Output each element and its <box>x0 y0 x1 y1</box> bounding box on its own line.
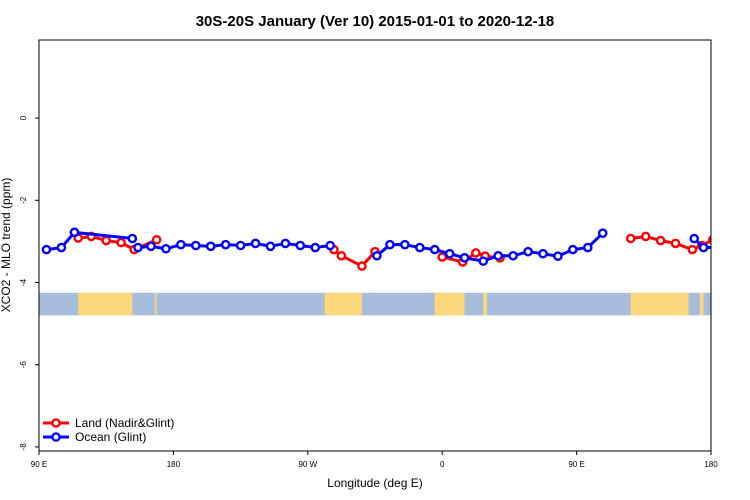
x-tick-label-1: 180 <box>167 460 181 469</box>
data-point-1-3-3 <box>414 242 425 253</box>
map-land-3 <box>434 292 465 316</box>
data-point-0-3-1 <box>640 231 651 242</box>
data-point-0-1-2 <box>357 261 367 271</box>
legend-marker-0 <box>51 418 61 428</box>
legend: Land (Nadir&Glint)Ocean (Glint) <box>43 416 174 444</box>
series-line-1-4 <box>693 237 711 250</box>
data-point-1-1-0 <box>69 227 80 238</box>
x-tick-label-5: 180 <box>704 460 718 469</box>
map-land-4 <box>483 292 487 316</box>
data-point-1-2-4 <box>190 240 201 251</box>
legend-label-1: Ocean (Glint) <box>75 430 146 444</box>
data-point-1-3-1 <box>385 239 395 250</box>
data-point-1-4-0 <box>689 233 700 244</box>
map-land-2 <box>324 292 362 316</box>
data-point-1-1-1 <box>127 233 138 244</box>
data-point-1-2-6 <box>220 239 231 250</box>
data-point-1-0-0 <box>41 244 52 255</box>
data-point-1-0-1 <box>56 242 67 253</box>
map-land-6 <box>699 292 704 316</box>
data-point-1-3-10 <box>523 246 533 257</box>
data-point-0-3-2 <box>655 235 666 246</box>
y-axis: 0 -2 -4 -6 -8 <box>19 115 39 450</box>
data-point-1-2-3 <box>176 239 186 250</box>
y-tick-label-4: -8 <box>19 443 28 451</box>
data-point-1-3-6 <box>459 253 470 263</box>
data-point-1-2-10 <box>280 238 291 249</box>
data-point-1-3-12 <box>553 251 563 261</box>
data-point-1-3-11 <box>538 248 548 259</box>
map-strip <box>39 292 711 316</box>
data-point-0-0-2 <box>101 235 111 246</box>
x-axis: 90 E 180 90 W 0 90 E 180 <box>31 451 718 469</box>
series-line-0-1 <box>332 248 377 268</box>
data-point-1-2-7 <box>235 240 246 251</box>
data-point-1-3-4 <box>429 244 440 255</box>
x-tick-label-0: 90 E <box>31 460 47 469</box>
data-point-1-2-8 <box>250 238 261 249</box>
x-tick-label-4: 90 E <box>568 460 584 469</box>
y-tick-label-1: -2 <box>19 196 28 204</box>
data-point-1-2-13 <box>325 240 336 251</box>
y-tick-label-2: -4 <box>19 278 28 286</box>
data-point-1-3-9 <box>508 250 518 261</box>
data-point-1-2-1 <box>146 241 156 252</box>
data-point-0-0-5 <box>151 234 162 245</box>
data-point-0-3-6 <box>708 235 711 245</box>
chart-title: 30S-20S January (Ver 10) 2015-01-01 to 2… <box>196 13 555 30</box>
data-point-1-4-3 <box>730 246 737 253</box>
data-point-1-2-2 <box>161 243 171 254</box>
x-tick-label-3: 0 <box>440 460 445 469</box>
data-point-1-3-0 <box>372 250 382 261</box>
series-ocean <box>41 227 737 266</box>
series-land <box>73 231 711 271</box>
data-point-1-3-14 <box>583 242 593 253</box>
data-point-1-2-12 <box>310 242 321 253</box>
series-layer <box>41 227 737 271</box>
legend-marker-1 <box>51 432 61 442</box>
x-tick-label-2: 90 W <box>298 460 317 469</box>
data-point-0-2-2 <box>470 248 481 258</box>
data-point-1-3-5 <box>444 248 455 259</box>
data-point-1-3-13 <box>568 244 578 255</box>
data-point-1-3-15 <box>597 228 608 238</box>
data-point-1-2-9 <box>265 241 276 252</box>
data-point-1-3-7 <box>478 256 489 266</box>
data-point-1-2-11 <box>295 240 306 251</box>
legend-label-0: Land (Nadir&Glint) <box>75 416 174 430</box>
x-axis-label: Longitude (deg E) <box>327 476 422 490</box>
data-point-1-4-2 <box>715 244 722 251</box>
y-axis-label: XCO2 - MLO trend (ppm) <box>0 178 13 313</box>
data-point-1-3-2 <box>400 239 410 250</box>
data-point-1-2-0 <box>133 242 143 253</box>
y-tick-label-3: -6 <box>19 361 28 369</box>
series-line-1-3 <box>375 232 604 263</box>
series-line-1-1 <box>74 230 133 241</box>
data-point-1-4-1 <box>698 242 709 253</box>
data-point-0-2-0 <box>437 252 448 262</box>
data-point-0-0-3 <box>116 237 126 248</box>
map-land-0 <box>78 292 133 316</box>
data-point-1-2-5 <box>205 241 216 252</box>
map-land-1 <box>154 292 157 316</box>
plot-frame <box>38 39 712 452</box>
data-point-0-3-0 <box>625 233 636 244</box>
data-point-0-1-1 <box>336 250 347 261</box>
y-tick-label-0: 0 <box>19 115 28 120</box>
data-point-0-3-4 <box>687 244 698 255</box>
data-point-1-3-8 <box>493 250 504 261</box>
map-ocean-band <box>39 292 711 316</box>
plot-area <box>38 39 737 452</box>
data-point-0-3-3 <box>670 238 681 249</box>
map-land-5 <box>630 292 689 316</box>
